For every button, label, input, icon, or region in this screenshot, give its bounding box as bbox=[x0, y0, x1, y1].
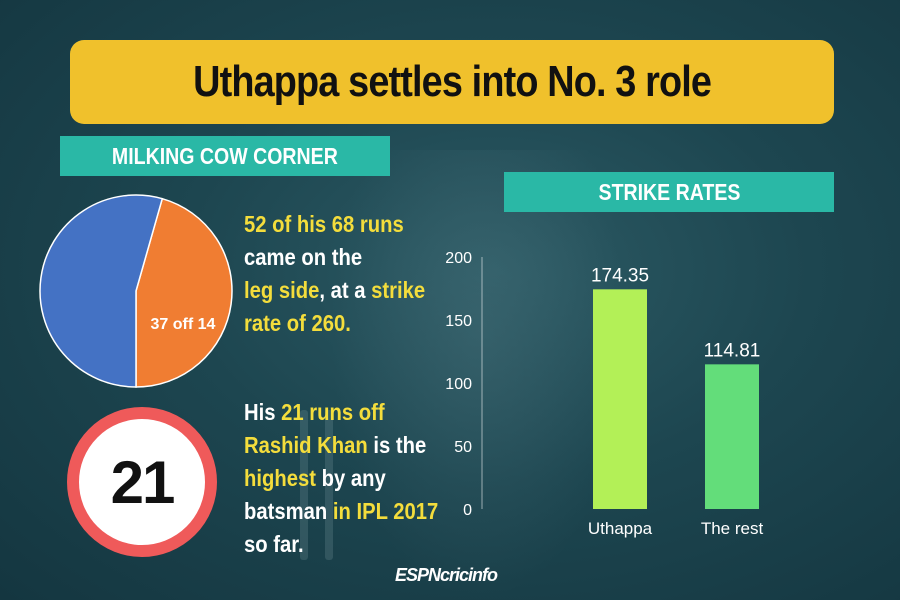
title-banner: Uthappa settles into No. 3 role bbox=[70, 40, 834, 124]
pie-chart: 37 off 14 bbox=[39, 194, 233, 388]
title: Uthappa settles into No. 3 role bbox=[193, 57, 712, 106]
leg-side-info-line: came on the bbox=[244, 241, 425, 274]
leg-side-info: 52 of his 68 runs came on the leg side, at… bbox=[244, 208, 425, 340]
left-section-heading: MILKING COW CORNER bbox=[112, 142, 338, 169]
text-segment: came on the bbox=[244, 244, 363, 270]
y-tick-label: 50 bbox=[454, 439, 472, 456]
bar bbox=[705, 364, 759, 509]
background-stump bbox=[300, 410, 308, 560]
bar-value-label: 174.35 bbox=[591, 265, 649, 286]
rashid-khan-info-line: Rashid Khan is the bbox=[244, 429, 438, 462]
highlighted-text: strike bbox=[371, 277, 426, 303]
highlighted-text: 21 runs off bbox=[281, 399, 385, 425]
pie-slice bbox=[39, 194, 164, 388]
background-stump bbox=[325, 410, 333, 560]
bar-value-label: 114.81 bbox=[704, 340, 761, 361]
pie-slices bbox=[39, 194, 233, 388]
text-segment: so far. bbox=[244, 531, 304, 557]
text-segment: is the bbox=[367, 432, 427, 458]
espncricinfo-logo: ESPNcricinfo bbox=[395, 565, 498, 585]
x-category-label: The rest bbox=[701, 519, 764, 538]
rashid-khan-info-line: so far. bbox=[244, 528, 438, 561]
bar bbox=[593, 289, 647, 509]
highlighted-text: in IPL 2017 bbox=[332, 498, 439, 524]
leg-side-info-line: rate of 260. bbox=[244, 307, 425, 340]
highlighted-text: Rashid Khan bbox=[244, 432, 368, 458]
strike-rate-bar-chart: 200 150 100 50 0 174.35 Uthappa 114.81 The rest bbox=[445, 250, 764, 538]
text-segment: by any bbox=[315, 465, 386, 491]
highlighted-text: highest bbox=[244, 465, 316, 491]
y-tick-label: 0 bbox=[463, 502, 472, 519]
highlighted-text: rate of 260. bbox=[244, 310, 351, 336]
leg-side-info-line: leg side, at a strike bbox=[244, 274, 425, 307]
text-segment: , at a bbox=[319, 277, 372, 303]
text-segment: batsman bbox=[244, 498, 333, 524]
y-tick-label: 200 bbox=[445, 250, 472, 267]
y-tick-label: 150 bbox=[445, 313, 472, 330]
y-tick-label: 100 bbox=[445, 376, 472, 393]
rashid-khan-info-line: His 21 runs off bbox=[244, 396, 438, 429]
x-category-label: Uthappa bbox=[588, 519, 653, 538]
text-segment: His bbox=[244, 399, 282, 425]
pie-slice bbox=[135, 197, 233, 388]
runs-badge: 21 bbox=[67, 407, 217, 557]
rashid-khan-info: His 21 runs off Rashid Khan is the highest… bbox=[244, 396, 438, 561]
right-section-banner: STRIKE RATES bbox=[504, 172, 834, 212]
runs-badge-value: 21 bbox=[110, 448, 176, 516]
leg-side-info-line: 52 of his 68 runs bbox=[244, 208, 425, 241]
highlighted-text: 52 of his 68 runs bbox=[244, 211, 404, 237]
pie-slice-label: 37 off 14 bbox=[151, 316, 216, 333]
left-section-banner: MILKING COW CORNER bbox=[60, 136, 390, 176]
rashid-khan-info-line: highest by any bbox=[244, 462, 438, 495]
highlighted-text: leg side bbox=[244, 277, 320, 303]
rashid-khan-info-line: batsman in IPL 2017 bbox=[244, 495, 438, 528]
right-section-heading: STRIKE RATES bbox=[598, 178, 740, 205]
background-player-photo bbox=[330, 150, 630, 600]
